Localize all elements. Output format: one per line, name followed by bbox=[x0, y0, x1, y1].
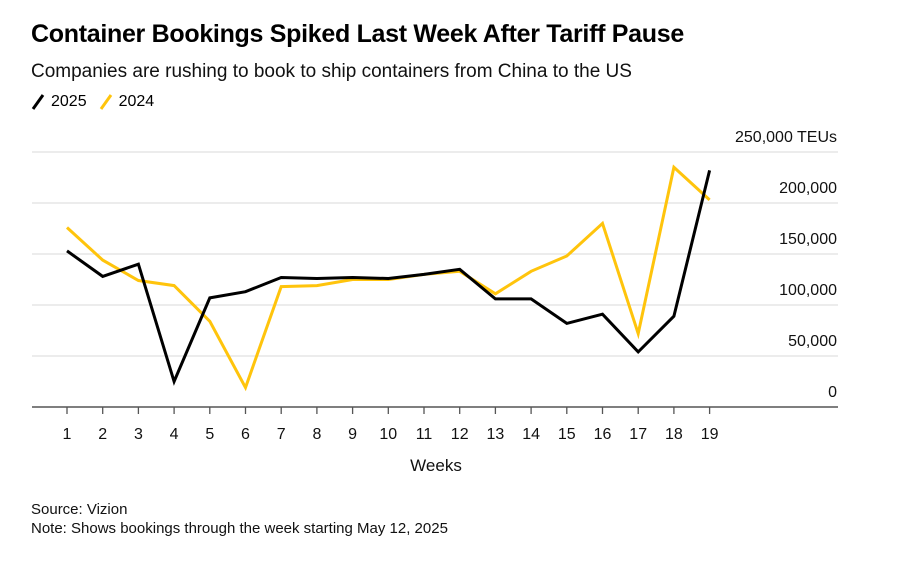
legend-label-2024: 2024 bbox=[118, 93, 155, 110]
y-tick-label-250000: 250,000 TEUs bbox=[735, 129, 837, 146]
y-tick-label-0: 0 bbox=[828, 384, 837, 401]
footnote: Note: Shows bookings through the week st… bbox=[31, 520, 448, 537]
x-tick-label-17: 17 bbox=[629, 426, 647, 443]
x-tick-label-9: 9 bbox=[348, 426, 357, 443]
x-tick-label-10: 10 bbox=[379, 426, 397, 443]
legend: 2025 2024 bbox=[31, 93, 166, 111]
x-tick-label-11: 11 bbox=[416, 426, 433, 443]
chart-title: Container Bookings Spiked Last Week Afte… bbox=[31, 20, 684, 48]
x-tick-label-13: 13 bbox=[487, 426, 505, 443]
x-tick-label-15: 15 bbox=[558, 426, 576, 443]
legend-item-2024: 2024 bbox=[99, 93, 155, 111]
x-tick-label-14: 14 bbox=[522, 426, 540, 443]
legend-swatch-2024 bbox=[99, 94, 112, 110]
x-tick-label-1: 1 bbox=[63, 426, 72, 443]
x-tick-label-5: 5 bbox=[205, 426, 214, 443]
line-chart: 0 50,000 100,000 150,000 200,000 250,000 TEUs… bbox=[32, 129, 838, 475]
legend-label-2025: 2025 bbox=[51, 93, 87, 110]
x-tick-label-2: 2 bbox=[98, 426, 107, 443]
x-tick-label-18: 18 bbox=[665, 426, 683, 443]
x-tick-label-12: 12 bbox=[451, 426, 469, 443]
x-tick-label-7: 7 bbox=[277, 426, 286, 443]
y-tick-label-100000: 100,000 bbox=[779, 282, 837, 299]
x-tick-label-6: 6 bbox=[241, 426, 250, 443]
series-line-2025 bbox=[66, 170, 712, 386]
y-tick-label-50000: 50,000 bbox=[788, 333, 837, 350]
x-tick-label-16: 16 bbox=[594, 426, 612, 443]
footer: Source: Vizion Note: Shows bookings thro… bbox=[31, 500, 448, 538]
legend-swatch-2025 bbox=[31, 94, 45, 110]
x-tick-label-3: 3 bbox=[134, 426, 143, 443]
y-tick-label-200000: 200,000 bbox=[779, 180, 837, 197]
y-tick-label-150000: 150,000 bbox=[779, 231, 837, 248]
chart-subtitle: Companies are rushing to book to ship co… bbox=[31, 61, 632, 82]
legend-item-2025: 2025 bbox=[31, 93, 87, 111]
x-axis-label: Weeks bbox=[410, 456, 462, 475]
x-tick-label-19: 19 bbox=[701, 426, 719, 443]
x-tick-label-4: 4 bbox=[170, 426, 179, 443]
source-note: Source: Vizion bbox=[31, 501, 128, 518]
x-tick-label-8: 8 bbox=[312, 426, 321, 443]
